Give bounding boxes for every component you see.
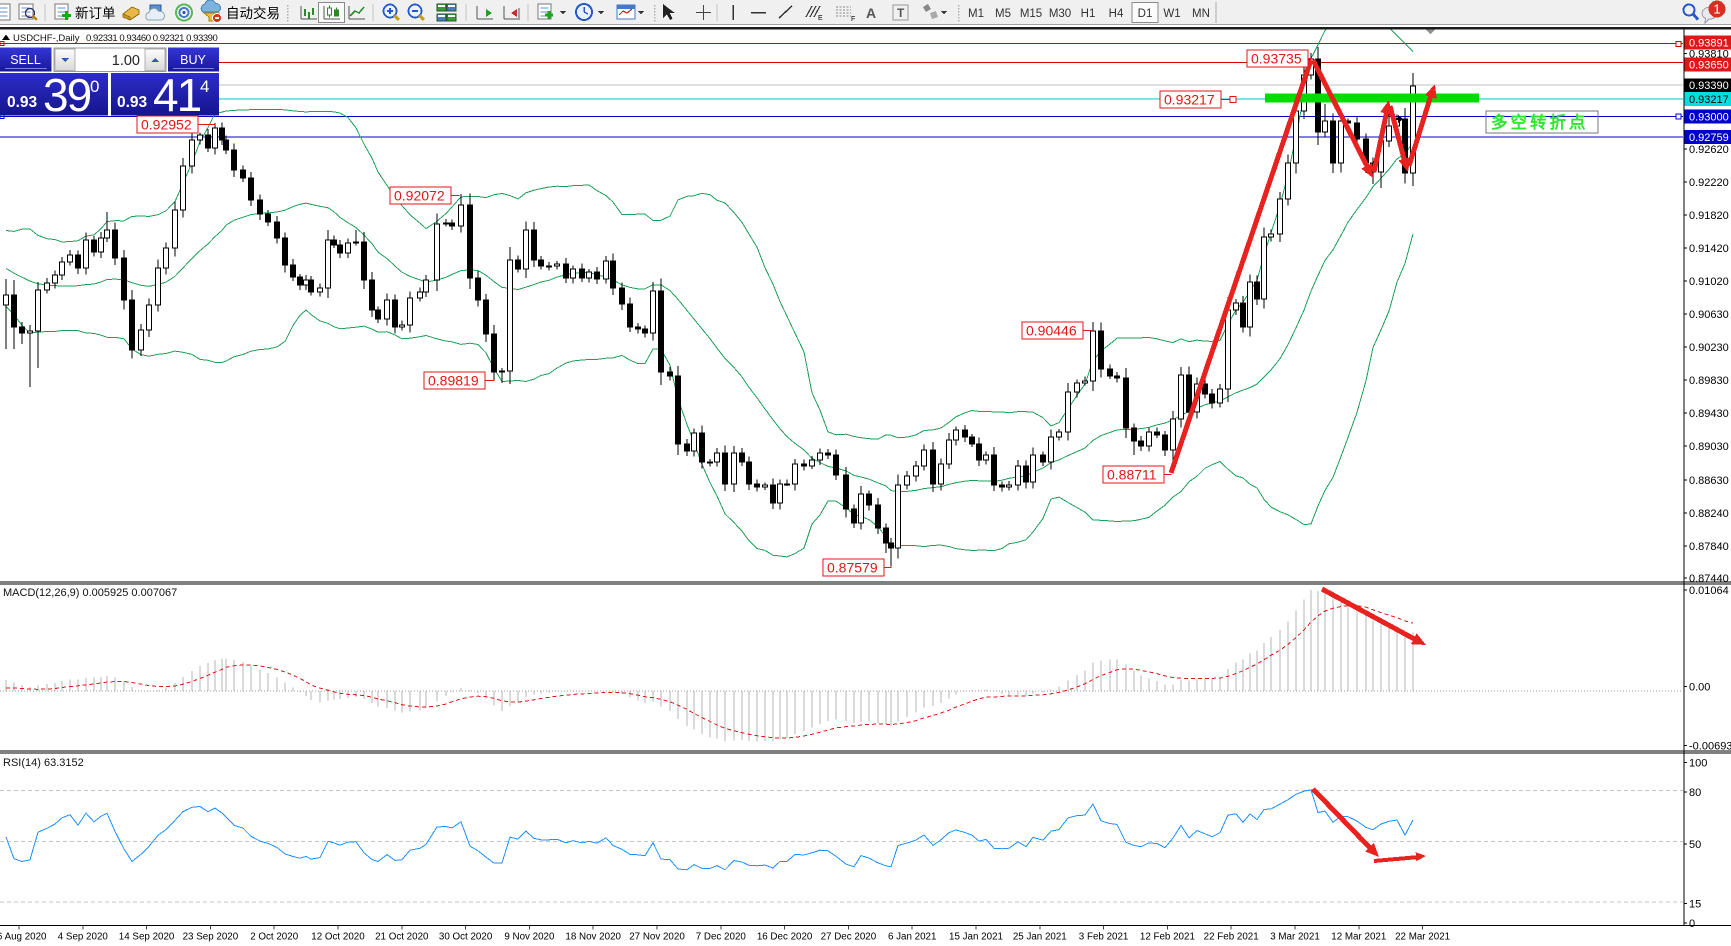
svg-text:0.92620: 0.92620 <box>1689 144 1729 156</box>
svg-text:1.00: 1.00 <box>112 53 140 69</box>
svg-text:0.93: 0.93 <box>7 94 38 111</box>
svg-text:21 Oct 2020: 21 Oct 2020 <box>375 932 429 943</box>
svg-text:22 Feb 2021: 22 Feb 2021 <box>1204 932 1259 943</box>
svg-text:14 Sep 2020: 14 Sep 2020 <box>119 932 175 943</box>
svg-text:W1: W1 <box>1163 8 1180 20</box>
svg-text:80: 80 <box>1689 787 1701 799</box>
svg-text:0.88711: 0.88711 <box>1107 467 1157 483</box>
svg-text:25 Jan 2021: 25 Jan 2021 <box>1013 932 1067 943</box>
svg-text:0.88630: 0.88630 <box>1689 475 1729 487</box>
svg-text:0.92952: 0.92952 <box>141 117 192 133</box>
svg-text:0.91420: 0.91420 <box>1689 243 1729 255</box>
svg-text:SELL: SELL <box>10 53 41 67</box>
svg-text:0: 0 <box>1689 918 1695 930</box>
svg-text:自动交易: 自动交易 <box>226 5 280 21</box>
svg-text:0.87840: 0.87840 <box>1689 541 1729 553</box>
svg-text:E: E <box>818 15 823 22</box>
svg-text:12 Mar 2021: 12 Mar 2021 <box>1331 932 1386 943</box>
svg-text:0: 0 <box>90 77 99 96</box>
svg-text:6 Jan 2021: 6 Jan 2021 <box>888 932 936 943</box>
svg-text:18 Nov 2020: 18 Nov 2020 <box>565 932 621 943</box>
svg-text:0.92072: 0.92072 <box>394 188 445 204</box>
svg-text:H1: H1 <box>1081 8 1096 20</box>
svg-text:0.91820: 0.91820 <box>1689 210 1729 222</box>
svg-text:0.01064: 0.01064 <box>1689 585 1729 597</box>
svg-text:0.93735: 0.93735 <box>1251 51 1302 67</box>
svg-text:50: 50 <box>1689 839 1701 851</box>
svg-text:RSI(14) 63.3152: RSI(14) 63.3152 <box>3 757 84 769</box>
svg-text:USDCHF-,Daily: USDCHF-,Daily <box>13 33 80 44</box>
svg-text:15 Jan 2021: 15 Jan 2021 <box>949 932 1003 943</box>
svg-text:0.87579: 0.87579 <box>827 560 878 576</box>
svg-text:0.92331 0.93460 0.92321 0.9339: 0.92331 0.93460 0.92321 0.93390 <box>86 33 217 44</box>
svg-text:12 Oct 2020: 12 Oct 2020 <box>311 932 365 943</box>
svg-text:0.00: 0.00 <box>1689 682 1710 694</box>
svg-text:多空转折点: 多空转折点 <box>1491 112 1589 132</box>
svg-text:0.89819: 0.89819 <box>428 373 479 389</box>
svg-text:30 Oct 2020: 30 Oct 2020 <box>439 932 493 943</box>
svg-text:23 Sep 2020: 23 Sep 2020 <box>183 932 239 943</box>
svg-text:0.87440: 0.87440 <box>1689 573 1729 585</box>
svg-text:27 Dec 2020: 27 Dec 2020 <box>821 932 877 943</box>
svg-text:0.90446: 0.90446 <box>1026 323 1077 339</box>
svg-text:0.89830: 0.89830 <box>1689 375 1729 387</box>
svg-text:9 Nov 2020: 9 Nov 2020 <box>504 932 555 943</box>
svg-text:0.93650: 0.93650 <box>1689 60 1729 72</box>
svg-text:16 Dec 2020: 16 Dec 2020 <box>757 932 813 943</box>
svg-text:0.90230: 0.90230 <box>1689 342 1729 354</box>
svg-text:3 Feb 2021: 3 Feb 2021 <box>1079 932 1129 943</box>
svg-text:27 Nov 2020: 27 Nov 2020 <box>629 932 685 943</box>
svg-text:-0.006934: -0.006934 <box>1689 741 1731 753</box>
svg-text:26 Aug 2020: 26 Aug 2020 <box>0 932 47 943</box>
svg-text:M15: M15 <box>1020 8 1042 20</box>
svg-text:15: 15 <box>1689 899 1701 911</box>
svg-text:M1: M1 <box>968 8 984 20</box>
svg-text:22 Mar 2021: 22 Mar 2021 <box>1395 932 1450 943</box>
svg-text:BUY: BUY <box>180 53 206 67</box>
svg-text:0.93390: 0.93390 <box>1689 80 1729 92</box>
svg-text:4 Sep 2020: 4 Sep 2020 <box>58 932 109 943</box>
svg-text:2 Oct 2020: 2 Oct 2020 <box>250 932 298 943</box>
svg-text:0.93891: 0.93891 <box>1689 38 1729 50</box>
svg-text:MN: MN <box>1192 8 1210 20</box>
svg-text:0.88240: 0.88240 <box>1689 508 1729 520</box>
svg-text:0.93: 0.93 <box>117 94 148 111</box>
svg-text:1: 1 <box>1713 2 1720 17</box>
svg-text:M5: M5 <box>995 8 1011 20</box>
svg-text:0.93217: 0.93217 <box>1164 92 1215 108</box>
svg-text:T: T <box>897 6 905 20</box>
svg-text:12 Feb 2021: 12 Feb 2021 <box>1140 932 1195 943</box>
svg-text:0.90630: 0.90630 <box>1689 309 1729 321</box>
svg-text:0.89030: 0.89030 <box>1689 441 1729 453</box>
svg-text:A: A <box>866 5 876 21</box>
svg-text:39: 39 <box>43 69 91 121</box>
svg-text:M30: M30 <box>1049 8 1071 20</box>
svg-text:0.92220: 0.92220 <box>1689 177 1729 189</box>
svg-text:41: 41 <box>153 69 201 121</box>
svg-text:7 Dec 2020: 7 Dec 2020 <box>696 932 747 943</box>
svg-text:D1: D1 <box>1138 8 1153 20</box>
svg-text:MACD(12,26,9) 0.005925 0.00706: MACD(12,26,9) 0.005925 0.007067 <box>3 587 177 599</box>
svg-text:0.91020: 0.91020 <box>1689 276 1729 288</box>
svg-text:3 Mar 2021: 3 Mar 2021 <box>1270 932 1320 943</box>
svg-text:100: 100 <box>1689 757 1707 769</box>
svg-text:0.93217: 0.93217 <box>1689 94 1729 106</box>
svg-text:H4: H4 <box>1109 8 1124 20</box>
svg-text:F: F <box>851 16 855 23</box>
svg-text:新订单: 新订单 <box>75 6 116 21</box>
svg-text:4: 4 <box>200 77 209 96</box>
svg-text:0.92759: 0.92759 <box>1689 132 1729 144</box>
svg-text:0.93000: 0.93000 <box>1689 112 1729 124</box>
svg-text:0.89430: 0.89430 <box>1689 408 1729 420</box>
svg-text:0.93810: 0.93810 <box>1689 49 1729 61</box>
